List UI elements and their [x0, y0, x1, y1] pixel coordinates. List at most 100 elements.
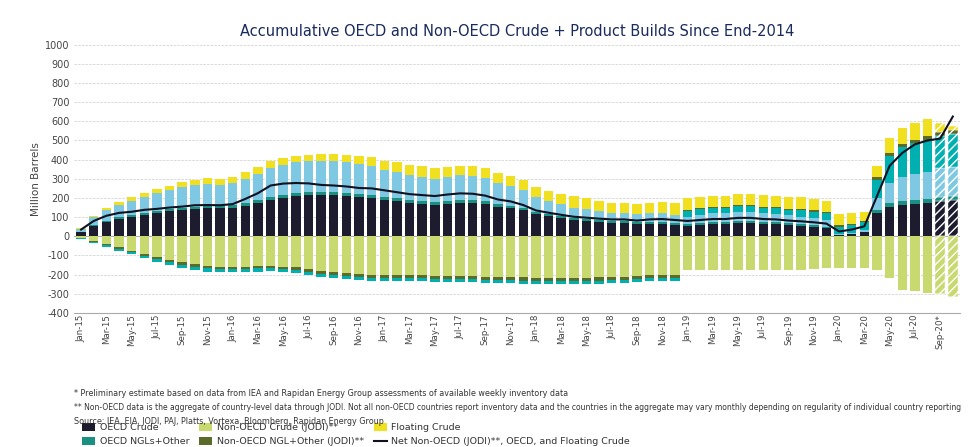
- Bar: [139, 215, 149, 236]
- Bar: [733, 223, 743, 236]
- Bar: [582, 281, 591, 284]
- Bar: [367, 157, 376, 166]
- Bar: [696, 208, 705, 210]
- Bar: [518, 208, 528, 211]
- Bar: [923, 199, 932, 203]
- Bar: [456, 175, 465, 200]
- Bar: [784, 197, 794, 209]
- Bar: [240, 172, 250, 179]
- Bar: [784, 209, 794, 210]
- Bar: [720, 222, 730, 224]
- Bar: [506, 277, 515, 280]
- Bar: [910, 140, 919, 143]
- Bar: [379, 236, 389, 275]
- Bar: [468, 176, 477, 200]
- Bar: [822, 227, 831, 228]
- Bar: [177, 236, 187, 262]
- Bar: [923, 140, 932, 172]
- Bar: [266, 236, 275, 266]
- Bar: [468, 279, 477, 282]
- Bar: [342, 236, 351, 273]
- Bar: [278, 236, 288, 266]
- Bar: [708, 196, 717, 207]
- Bar: [557, 236, 565, 278]
- Bar: [936, 236, 945, 294]
- Bar: [355, 236, 364, 274]
- Bar: [355, 194, 364, 197]
- Bar: [430, 168, 440, 179]
- Bar: [696, 210, 705, 215]
- Text: * Preliminary estimate based on data from IEA and Rapidan Energy Group assessmen: * Preliminary estimate based on data fro…: [74, 388, 567, 397]
- Bar: [367, 275, 376, 278]
- Bar: [152, 259, 162, 262]
- Bar: [670, 278, 679, 281]
- Bar: [885, 153, 895, 156]
- Bar: [405, 203, 415, 236]
- Bar: [531, 197, 541, 212]
- Bar: [317, 161, 326, 192]
- Bar: [405, 236, 415, 275]
- Bar: [456, 236, 465, 276]
- Bar: [417, 166, 427, 177]
- Bar: [443, 177, 452, 201]
- Bar: [746, 223, 756, 236]
- Bar: [632, 278, 642, 282]
- Bar: [720, 207, 730, 208]
- Bar: [557, 218, 565, 236]
- Bar: [759, 236, 768, 270]
- Bar: [771, 224, 781, 236]
- Bar: [115, 217, 123, 219]
- Bar: [923, 136, 932, 140]
- Bar: [898, 205, 907, 236]
- Bar: [493, 204, 503, 207]
- Bar: [228, 183, 237, 205]
- Bar: [379, 278, 389, 281]
- Bar: [417, 201, 427, 204]
- Bar: [76, 232, 86, 236]
- Bar: [645, 203, 655, 214]
- Bar: [506, 176, 515, 186]
- Bar: [885, 203, 895, 207]
- Bar: [392, 162, 402, 172]
- Bar: [304, 269, 314, 272]
- Bar: [898, 148, 907, 177]
- Bar: [607, 223, 616, 236]
- Bar: [658, 236, 667, 275]
- Bar: [557, 278, 565, 281]
- Bar: [342, 155, 351, 162]
- Bar: [797, 209, 806, 210]
- Bar: [430, 202, 440, 205]
- Bar: [443, 276, 452, 279]
- Bar: [683, 211, 692, 217]
- Bar: [165, 190, 174, 209]
- Bar: [152, 193, 162, 211]
- Bar: [203, 236, 212, 266]
- Bar: [872, 211, 882, 213]
- Bar: [822, 228, 831, 236]
- Bar: [115, 249, 123, 251]
- Bar: [784, 210, 794, 215]
- Bar: [544, 281, 554, 284]
- Bar: [165, 260, 174, 262]
- Bar: [834, 214, 844, 225]
- Bar: [708, 236, 717, 270]
- Bar: [872, 198, 882, 211]
- Bar: [190, 266, 200, 270]
- Bar: [89, 242, 98, 243]
- Bar: [266, 266, 275, 268]
- Bar: [317, 192, 326, 195]
- Bar: [266, 161, 275, 169]
- Bar: [822, 214, 831, 220]
- Bar: [822, 220, 831, 227]
- Bar: [594, 222, 604, 236]
- Bar: [809, 199, 818, 211]
- Bar: [126, 236, 136, 251]
- Bar: [126, 201, 136, 215]
- Bar: [582, 209, 591, 219]
- Bar: [329, 275, 338, 278]
- Bar: [480, 277, 490, 279]
- Bar: [228, 266, 237, 269]
- Bar: [379, 200, 389, 236]
- Bar: [456, 279, 465, 282]
- Bar: [746, 205, 756, 206]
